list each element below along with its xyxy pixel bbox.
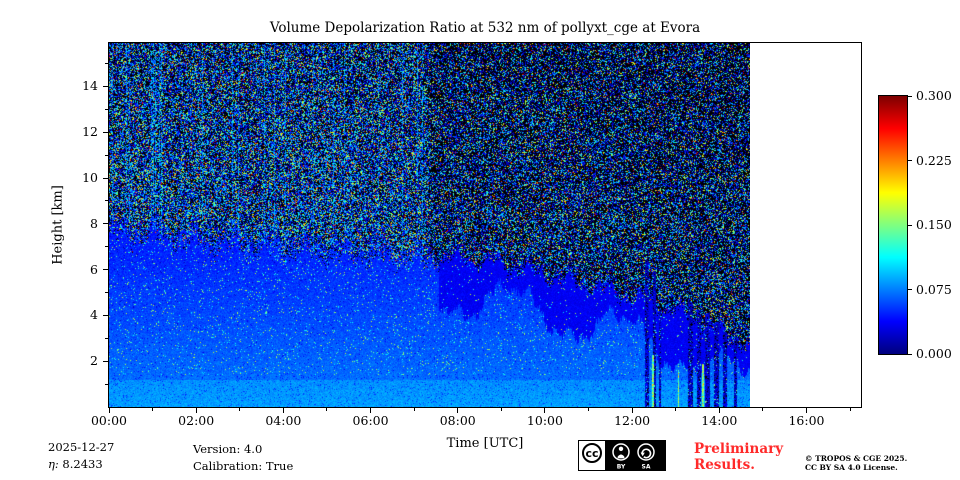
y-tick-label: 6 [90,261,98,277]
y-tick-label: 14 [82,78,98,94]
x-minor-tick [152,408,154,411]
y-minor-tick [105,337,108,339]
colorbar-tick-label: 0.000 [916,346,952,361]
x-tick-label: 16:00 [788,413,825,428]
colorbar-tick-label: 0.300 [916,88,952,103]
cc-by-icon: BY [612,443,630,471]
colorbar-tick-label: 0.075 [916,281,952,297]
y-minor-tick [105,292,108,294]
colorbar-tick [908,224,912,226]
copyright-line1: © TROPOS & CGE 2025. [805,454,908,463]
y-tick-label: 4 [90,307,98,323]
x-tick-label: 08:00 [439,413,476,428]
x-tick-label: 06:00 [352,413,389,428]
x-tick-label: 02:00 [178,413,215,428]
x-tick-label: 14:00 [701,413,738,428]
y-tick-label: 12 [82,124,98,140]
y-tick-label: 10 [82,170,98,186]
x-tick [457,408,459,413]
x-tick-label: 10:00 [526,413,563,428]
x-minor-tick [588,408,590,411]
date-label: 2025-12-27 [48,440,115,454]
x-tick-label: 12:00 [614,413,651,428]
eta-symbol: η: [48,457,59,471]
y-minor-tick [105,63,108,65]
y-tick [103,131,108,133]
x-minor-tick [675,408,677,411]
colorbar-tick [908,353,912,355]
y-tick-label: 2 [90,353,98,369]
y-minor-tick [105,154,108,156]
x-tick [195,408,197,413]
x-tick-label: 04:00 [265,413,302,428]
y-minor-tick [105,200,108,202]
colorbar [878,95,908,355]
x-tick [282,408,284,413]
colorbar-canvas [879,96,907,354]
x-minor-tick [326,408,328,411]
x-tick [806,408,807,413]
cc-logo-text: cc [585,447,598,460]
cc-by-sa-icon: cc BY SA [578,440,666,471]
x-minor-tick [762,408,764,411]
x-tick [370,408,372,413]
x-tick [631,408,633,413]
x-tick-label: 00:00 [90,413,128,428]
colorbar-tick [908,289,912,290]
x-tick [108,408,110,413]
y-tick [103,269,108,271]
copyright-note: © TROPOS & CGE 2025. CC BY SA 4.0 Licens… [805,454,908,472]
x-tick [718,408,720,413]
calibration-label: Calibration: True [193,459,294,473]
colorbar-tick-label: 0.150 [916,217,952,232]
cc-logo-icon: cc [582,443,602,463]
colorbar-tick [908,95,912,97]
x-tick [544,408,546,413]
y-minor-tick [105,383,108,385]
y-tick [103,360,108,362]
cc-sa-label: SA [642,464,651,471]
x-minor-tick [849,408,851,411]
y-tick [103,223,108,225]
x-axis-label: Time [UTC] [446,436,524,451]
preliminary-line2: Results. [694,457,755,473]
copyright-line2: CC BY SA 4.0 License. [805,462,898,472]
version-label: Version: 4.0 [193,442,263,456]
x-minor-tick [239,408,241,411]
preliminary-note: Preliminary Results. [694,441,783,473]
cc-sa-icon: SA [637,443,655,471]
x-minor-tick [413,408,415,411]
y-tick-label: 8 [90,215,98,231]
y-tick [103,85,108,87]
y-minor-tick [105,108,108,110]
y-minor-tick [105,246,108,248]
y-tick [103,177,108,179]
preliminary-line1: Preliminary [694,441,784,457]
cc-by-label: BY [617,464,626,471]
plot-area [108,42,862,408]
colorbar-tick [908,160,912,161]
eta-value: 8.2433 [62,457,103,471]
chart-title: Volume Depolarization Ratio at 532 nm of… [269,20,701,36]
colorbar-tick-label: 0.225 [916,152,952,168]
x-minor-tick [500,408,502,411]
y-tick [103,314,108,316]
heatmap-canvas [109,43,750,407]
eta-label: η: 8.2433 [48,457,103,471]
cc-license-badge[interactable]: cc BY SA [578,440,666,471]
